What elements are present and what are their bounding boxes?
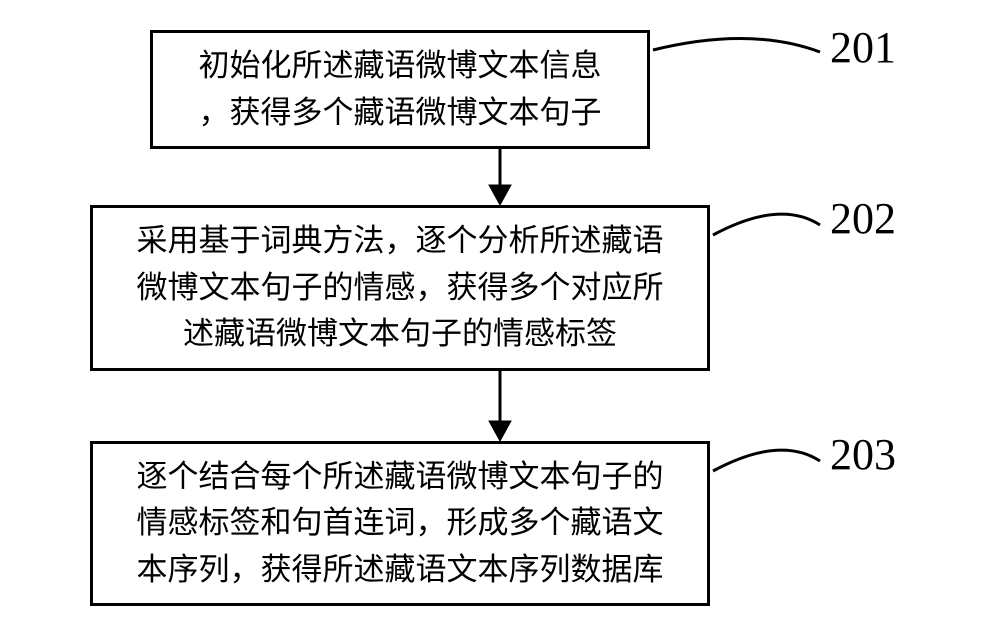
step-text-3-line-3: 本序列，获得所述藏语文本序列数据库 xyxy=(111,547,689,594)
connector-2-3 xyxy=(90,371,910,441)
step-label-3: 203 xyxy=(830,429,896,480)
step-wrapper-1: 初始化所述藏语微博文本信息 ，获得多个藏语微博文本句子 201 xyxy=(90,30,910,149)
step-text-3-line-1: 逐个结合每个所述藏语微博文本句子的 xyxy=(111,454,689,501)
step-text-1-line-2: ，获得多个藏语微博文本句子 xyxy=(171,90,629,137)
flowchart-container: 初始化所述藏语微博文本信息 ，获得多个藏语微博文本句子 201 采用基于词典方法… xyxy=(90,30,910,606)
step-label-1: 201 xyxy=(830,22,896,73)
step-wrapper-2: 采用基于词典方法，逐个分析所述藏语 微博文本句子的情感，获得多个对应所 述藏语微… xyxy=(90,205,910,371)
arrow-icon xyxy=(480,149,520,205)
step-text-1-line-1: 初始化所述藏语微博文本信息 xyxy=(171,43,629,90)
step-text-2-line-2: 微博文本句子的情感，获得多个对应所 xyxy=(111,265,689,312)
connector-1-2 xyxy=(90,149,910,205)
step-text-2-line-3: 述藏语微博文本句子的情感标签 xyxy=(111,311,689,358)
step-label-2: 202 xyxy=(830,193,896,244)
step-text-2-line-1: 采用基于词典方法，逐个分析所述藏语 xyxy=(111,218,689,265)
step-wrapper-3: 逐个结合每个所述藏语微博文本句子的 情感标签和句首连词，形成多个藏语文 本序列，… xyxy=(90,441,910,607)
arrow-icon xyxy=(480,371,520,441)
step-text-3-line-2: 情感标签和句首连词，形成多个藏语文 xyxy=(111,500,689,547)
step-box-2: 采用基于词典方法，逐个分析所述藏语 微博文本句子的情感，获得多个对应所 述藏语微… xyxy=(90,205,710,371)
step-box-1: 初始化所述藏语微博文本信息 ，获得多个藏语微博文本句子 xyxy=(150,30,650,149)
step-box-3: 逐个结合每个所述藏语微博文本句子的 情感标签和句首连词，形成多个藏语文 本序列，… xyxy=(90,441,710,607)
